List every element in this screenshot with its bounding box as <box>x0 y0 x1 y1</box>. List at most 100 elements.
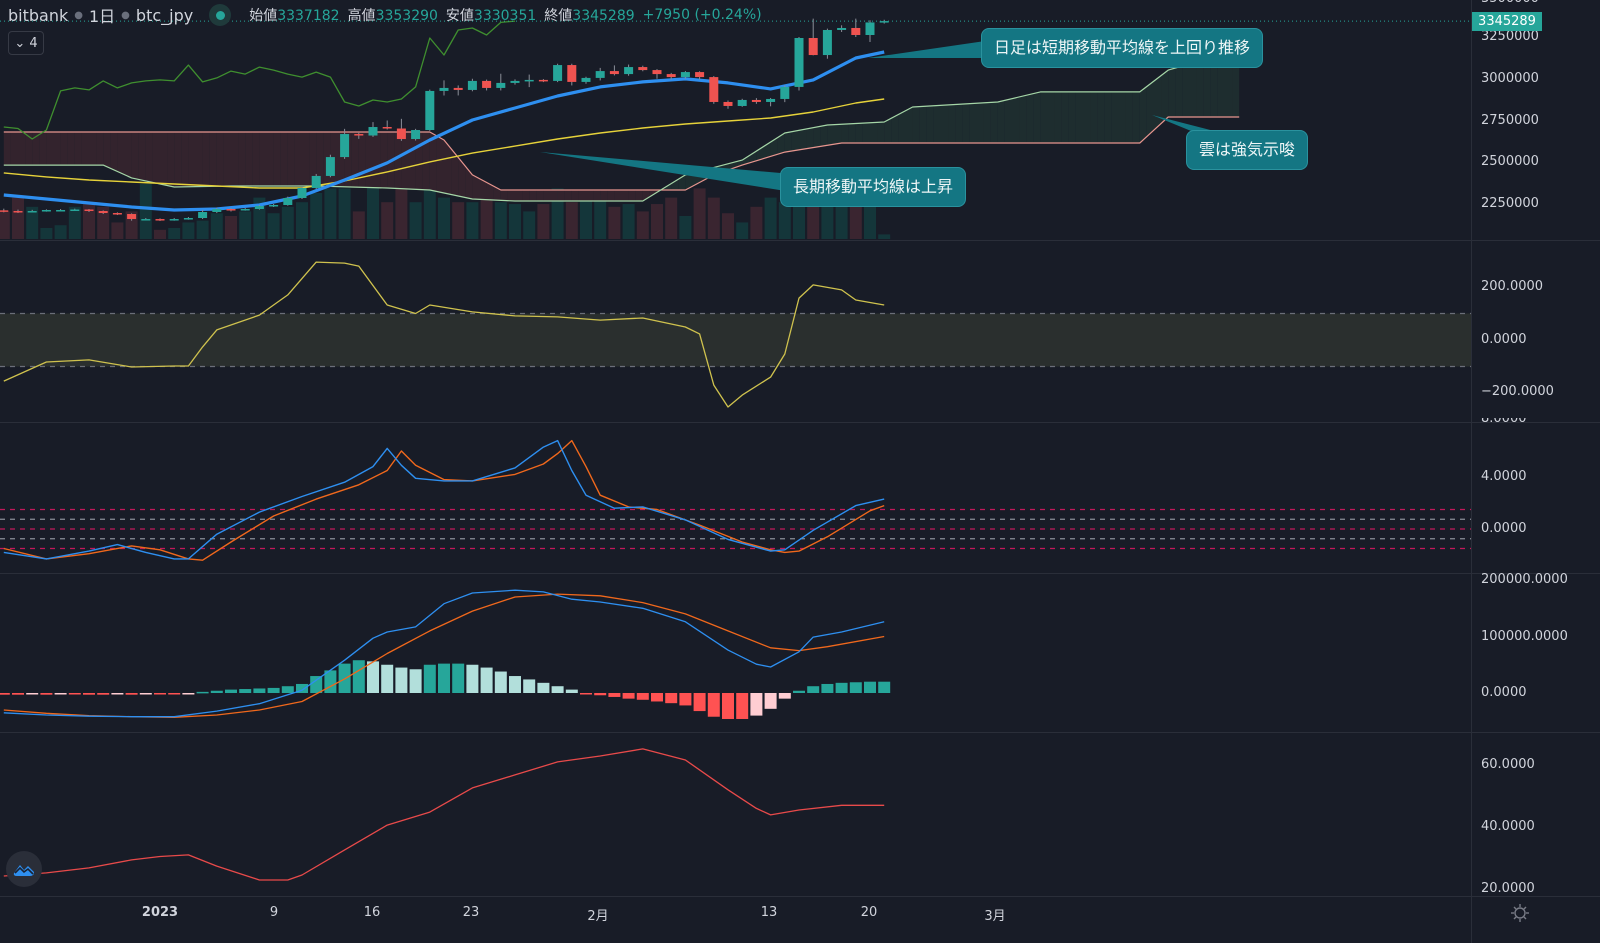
cloud-segment <box>138 132 146 181</box>
macd-histogram-bar <box>409 669 422 693</box>
separator-dot: ● <box>121 9 130 21</box>
candle-body <box>851 27 861 35</box>
macd-histogram-bar <box>182 693 195 695</box>
rsi-panel[interactable] <box>0 733 1471 896</box>
cloud-segment <box>976 102 984 144</box>
macd-histogram-bar <box>849 682 862 693</box>
volume-bar <box>480 188 493 239</box>
time-tick: 23 <box>462 905 480 920</box>
cloud-segment <box>181 132 189 187</box>
candle-body <box>240 209 250 211</box>
candle-body <box>638 67 648 71</box>
cloud-segment <box>309 132 317 186</box>
oscillator-panel[interactable] <box>0 423 1471 573</box>
macd-histogram-bar <box>793 690 805 693</box>
callout-short-ma[interactable]: 日足は短期移動平均線を上回り推移 <box>981 28 1264 68</box>
candle-body <box>155 219 165 221</box>
cloud-segment <box>536 189 544 201</box>
price-tick: 3000000 <box>1481 71 1539 86</box>
macd-histogram-bar <box>253 688 266 693</box>
price-tick: 2750000 <box>1481 113 1539 128</box>
volume-bar <box>494 202 507 239</box>
settings-gear-icon[interactable] <box>1510 903 1530 927</box>
cloud-segment <box>997 100 1005 144</box>
cloud-segment <box>202 132 210 187</box>
cloud-segment <box>167 132 175 187</box>
volume-bar <box>296 202 308 239</box>
callout-long-ma[interactable]: 長期移動平均線は上昇 <box>780 167 967 207</box>
macd-histogram-bar <box>296 683 308 693</box>
cloud-segment <box>160 132 168 186</box>
logo-cloud-icon[interactable] <box>6 851 42 887</box>
cloud-segment <box>586 189 594 201</box>
candle-body <box>609 71 619 75</box>
osc-tick: 4.0000 <box>1481 469 1527 484</box>
cloud-segment <box>465 166 473 199</box>
cloud-segment <box>884 118 892 144</box>
cloud-segment <box>124 132 132 178</box>
cloud-segment <box>231 132 239 186</box>
open-value: 3337182 <box>277 8 340 24</box>
high-value: 3353290 <box>375 8 438 24</box>
separator-dot: ● <box>74 9 83 21</box>
volume-bar <box>352 211 365 239</box>
macd-histogram-bar <box>722 693 734 719</box>
volume-bar <box>622 204 635 239</box>
symbol-name[interactable]: btc_jpy <box>135 5 194 25</box>
macd-histogram-bar <box>878 681 891 693</box>
cloud-segment <box>557 189 565 201</box>
exchange-name[interactable]: bitbank <box>8 5 69 25</box>
candle-body <box>297 187 307 198</box>
interval-label[interactable]: 1日 <box>88 7 116 26</box>
price-axis-divider <box>1471 0 1472 943</box>
panel-divider[interactable] <box>0 422 1600 423</box>
cloud-segment <box>89 132 97 166</box>
cloud-segment <box>117 132 125 175</box>
cloud-segment <box>415 132 423 190</box>
cloud-segment <box>131 132 139 180</box>
candle-body <box>794 38 804 87</box>
callout-cloud[interactable]: 雲は強気示唆 <box>1186 130 1309 170</box>
candle-body <box>467 80 477 90</box>
time-tick: 3月 <box>984 909 1006 924</box>
panel-divider[interactable] <box>0 240 1600 241</box>
indicator-legend-toggle[interactable]: ⌄ 4 <box>8 31 44 55</box>
macd-panel[interactable] <box>0 574 1471 732</box>
time-tick: 9 <box>269 905 279 920</box>
candle-body <box>666 74 676 78</box>
cloud-segment <box>621 189 629 201</box>
cloud-segment <box>600 189 608 201</box>
cloud-segment <box>1019 95 1027 144</box>
cloud-segment <box>955 104 963 144</box>
cloud-segment <box>962 103 970 144</box>
cloud-segment <box>1210 61 1218 117</box>
cloud-segment <box>848 123 856 144</box>
macd-histogram-bar <box>736 693 749 719</box>
cloud-segment <box>515 189 523 201</box>
cloud-segment <box>550 189 558 201</box>
panel-divider[interactable] <box>0 732 1600 733</box>
volume-bar <box>182 222 195 239</box>
candle-body <box>624 67 634 75</box>
cloud-segment <box>827 124 835 146</box>
candle-body <box>27 211 37 213</box>
macd-histogram-bar <box>466 664 479 693</box>
candle-body <box>226 209 236 211</box>
candle-body <box>737 99 747 106</box>
time-tick: 13 <box>760 905 778 920</box>
volume-bar <box>636 211 649 239</box>
cci-tick: 0.0000 <box>1481 332 1527 347</box>
cloud-segment <box>877 122 885 144</box>
macd-histogram-bar <box>139 693 152 695</box>
cci-panel[interactable] <box>0 241 1471 422</box>
cloud-segment <box>1189 62 1197 117</box>
cci-band-fill <box>0 313 1471 367</box>
cloud-segment <box>1168 68 1176 117</box>
panel-divider[interactable] <box>0 573 1600 574</box>
macd-histogram-bar <box>537 682 550 693</box>
macd-histogram-bar <box>594 693 607 696</box>
cloud-segment <box>458 157 466 198</box>
cloud-segment <box>607 189 615 201</box>
volume-bar <box>409 202 422 239</box>
cloud-segment <box>912 106 920 144</box>
